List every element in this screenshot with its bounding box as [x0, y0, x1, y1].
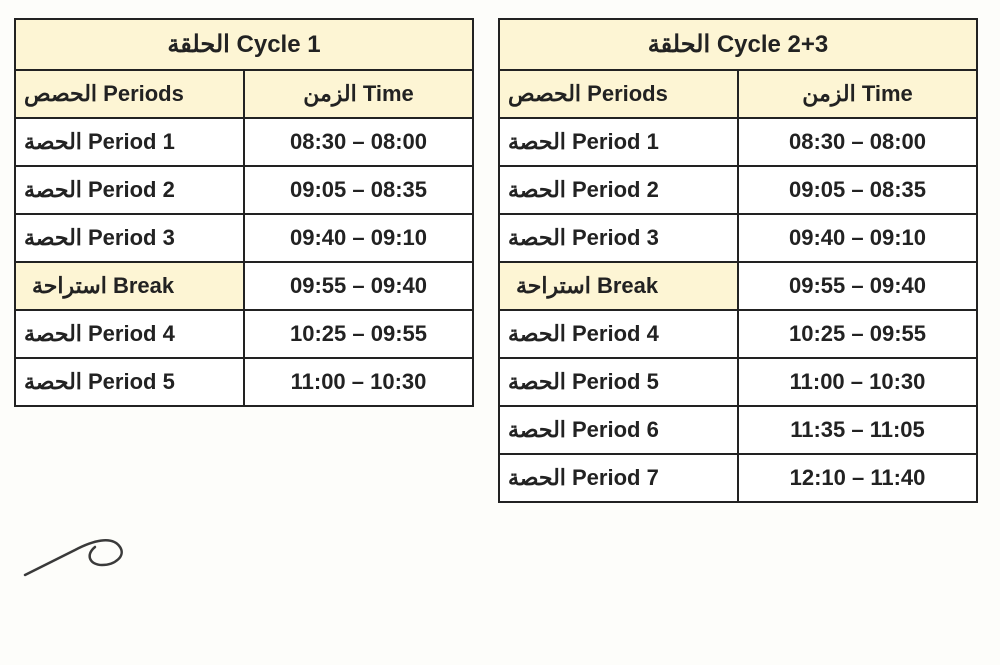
time-cell: 11:00 – 10:30 — [244, 358, 473, 406]
table-row: الحصة Period 3 09:40 – 09:10 — [15, 214, 473, 262]
table-row: الحصة Period 4 10:25 – 09:55 — [15, 310, 473, 358]
time-cell: 11:35 – 11:05 — [738, 406, 977, 454]
period-cell: الحصة Period 4 — [499, 310, 738, 358]
table-row: الحصة Period 2 09:05 – 08:35 — [15, 166, 473, 214]
time-cell: 09:40 – 09:10 — [738, 214, 977, 262]
time-cell: 09:55 – 09:40 — [244, 262, 473, 310]
period-cell: الحصة Period 7 — [499, 454, 738, 502]
period-cell: استراحة Break — [15, 262, 244, 310]
table-row: الحصة Period 7 12:10 – 11:40 — [499, 454, 977, 502]
time-cell: 12:10 – 11:40 — [738, 454, 977, 502]
time-cell: 09:40 – 09:10 — [244, 214, 473, 262]
time-cell: 09:55 – 09:40 — [738, 262, 977, 310]
table-row: الحصة Period 1 08:30 – 08:00 — [15, 118, 473, 166]
period-cell: الحصة Period 6 — [499, 406, 738, 454]
table-row-break: استراحة Break 09:55 – 09:40 — [499, 262, 977, 310]
period-cell: استراحة Break — [499, 262, 738, 310]
table1-col-time-header: الزمن Time — [244, 70, 473, 118]
table-row: الحصة Period 5 11:00 – 10:30 — [499, 358, 977, 406]
period-cell: الحصة Period 3 — [15, 214, 244, 262]
schedule-table-cycle-1: الحلقة Cycle 1 الحصص Periods الزمن Time … — [14, 18, 474, 407]
time-cell: 10:25 – 09:55 — [738, 310, 977, 358]
period-cell: الحصة Period 1 — [15, 118, 244, 166]
table2-col-period-header: الحصص Periods — [499, 70, 738, 118]
period-cell: الحصة Period 5 — [499, 358, 738, 406]
time-cell: 10:25 – 09:55 — [244, 310, 473, 358]
table-row: الحصة Period 3 09:40 – 09:10 — [499, 214, 977, 262]
period-cell: الحصة Period 4 — [15, 310, 244, 358]
table-row: الحصة Period 4 10:25 – 09:55 — [499, 310, 977, 358]
table-row-break: استراحة Break 09:55 – 09:40 — [15, 262, 473, 310]
time-cell: 08:30 – 08:00 — [738, 118, 977, 166]
tables-container: الحلقة Cycle 1 الحصص Periods الزمن Time … — [14, 18, 986, 503]
table-row: الحصة Period 6 11:35 – 11:05 — [499, 406, 977, 454]
time-cell: 11:00 – 10:30 — [738, 358, 977, 406]
period-cell: الحصة Period 5 — [15, 358, 244, 406]
table-row: الحصة Period 1 08:30 – 08:00 — [499, 118, 977, 166]
signature-icon — [20, 525, 180, 595]
table2-col-time-header: الزمن Time — [738, 70, 977, 118]
schedule-table-cycle-2-3: الحلقة Cycle 2+3 الحصص Periods الزمن Tim… — [498, 18, 978, 503]
period-cell: الحصة Period 1 — [499, 118, 738, 166]
table1-title: الحلقة Cycle 1 — [15, 19, 473, 70]
table-row: الحصة Period 5 11:00 – 10:30 — [15, 358, 473, 406]
period-cell: الحصة Period 2 — [499, 166, 738, 214]
period-cell: الحصة Period 3 — [499, 214, 738, 262]
table1-col-period-header: الحصص Periods — [15, 70, 244, 118]
period-cell: الحصة Period 2 — [15, 166, 244, 214]
time-cell: 09:05 – 08:35 — [244, 166, 473, 214]
table-row: الحصة Period 2 09:05 – 08:35 — [499, 166, 977, 214]
time-cell: 08:30 – 08:00 — [244, 118, 473, 166]
signature-mark — [20, 525, 986, 600]
table2-title: الحلقة Cycle 2+3 — [499, 19, 977, 70]
time-cell: 09:05 – 08:35 — [738, 166, 977, 214]
